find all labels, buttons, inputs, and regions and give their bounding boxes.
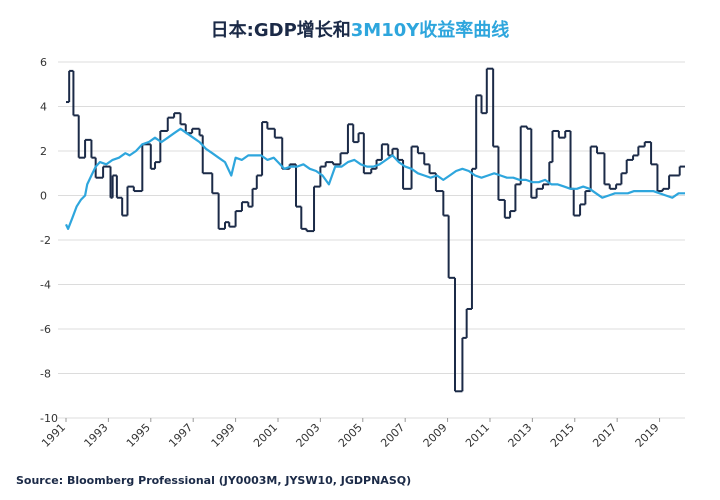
- y-tick-label: -4: [40, 279, 51, 292]
- x-tick-label: 2011: [463, 421, 492, 450]
- source-note: Source: Bloomberg Professional (JY0003M,…: [16, 474, 411, 487]
- y-tick-label: -2: [40, 234, 51, 247]
- y-tick-label: -8: [40, 368, 51, 381]
- y-tick-label: 0: [40, 190, 47, 203]
- x-tick-label: 1991: [39, 421, 68, 450]
- y-tick-label: -6: [40, 323, 51, 336]
- y-tick-label: -10: [40, 412, 58, 425]
- x-tick-label: 2009: [421, 421, 450, 450]
- x-tick-label: 1995: [124, 421, 153, 450]
- x-tick-label: 1997: [166, 421, 195, 450]
- y-tick-label: 6: [40, 56, 47, 69]
- x-tick-label: 2017: [590, 421, 619, 450]
- y-tick-label: 4: [40, 101, 47, 114]
- title-part: 日本:GDP增长和: [211, 19, 351, 41]
- x-tick-label: 2019: [633, 421, 662, 450]
- x-tick-label: 2015: [548, 421, 577, 450]
- x-tick-label: 2001: [251, 421, 280, 450]
- step-series: [66, 67, 685, 393]
- y-tick-label: 2: [40, 145, 47, 158]
- series-line: [65, 127, 685, 230]
- x-tick-label: 2003: [294, 421, 323, 450]
- x-tick-label: 1999: [209, 421, 238, 450]
- title-part: 3M10Y收益率曲线: [351, 19, 510, 41]
- x-tick-label: 1993: [82, 421, 111, 450]
- x-tick-label: 2013: [505, 421, 534, 450]
- x-tick-label: 2007: [378, 421, 407, 450]
- x-tick-label: 2005: [336, 421, 365, 450]
- chart-title: 日本:GDP增长和3M10Y收益率曲线: [211, 19, 510, 41]
